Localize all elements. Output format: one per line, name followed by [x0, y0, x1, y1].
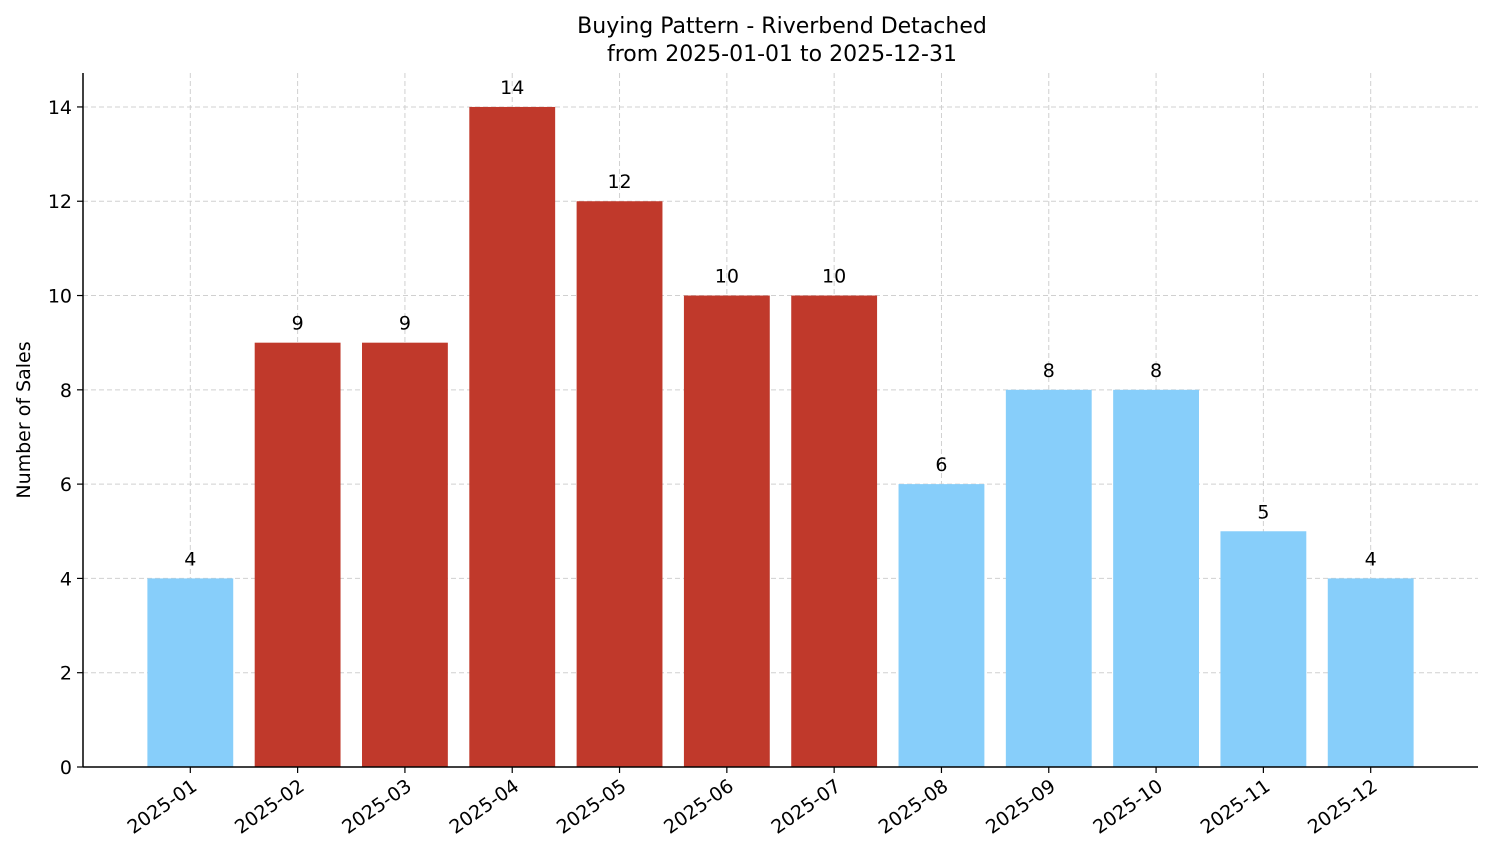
data-label: 5: [1257, 501, 1269, 523]
y-tick-label: 4: [60, 568, 72, 590]
x-tick-label: 2025-11: [1197, 775, 1275, 839]
data-label: 4: [1365, 548, 1377, 570]
data-label: 10: [715, 266, 739, 288]
x-tick-label: 2025-06: [660, 775, 738, 839]
bar: [1005, 389, 1092, 767]
data-label: 10: [822, 266, 846, 288]
bar: [576, 201, 663, 767]
y-tick-label: 2: [60, 663, 72, 685]
x-tick-label: 2025-10: [1089, 775, 1167, 839]
data-label: 9: [399, 313, 411, 335]
y-tick-label: 6: [60, 474, 72, 496]
data-label: 4: [184, 548, 196, 570]
y-axis-label: Number of Sales: [13, 341, 35, 498]
bar: [683, 295, 770, 767]
y-tick-label: 14: [48, 97, 72, 119]
x-tick-label: 2025-08: [875, 775, 953, 839]
x-tick-label: 2025-12: [1304, 775, 1382, 839]
data-label: 8: [1150, 360, 1162, 382]
x-tick-label: 2025-02: [231, 775, 309, 839]
bar: [147, 578, 234, 767]
x-tick-label: 2025-09: [982, 775, 1060, 839]
data-label: 9: [292, 313, 304, 335]
bar: [898, 484, 985, 767]
x-tick-label: 2025-05: [553, 775, 631, 839]
y-tick-label: 12: [48, 191, 72, 213]
data-label: 8: [1043, 360, 1055, 382]
chart-subtitle: from 2025-01-01 to 2025-12-31: [607, 42, 957, 67]
x-tick-label: 2025-03: [338, 775, 416, 839]
bar: [469, 106, 556, 767]
x-tick-label: 2025-07: [767, 775, 845, 839]
x-tick-label: 2025-01: [124, 775, 202, 839]
bar: [254, 342, 341, 767]
x-tick-label: 2025-04: [445, 775, 523, 839]
bar: [362, 342, 448, 767]
y-tick-label: 10: [48, 286, 72, 308]
bar: [1327, 578, 1414, 767]
chart-title: Buying Pattern - Riverbend Detached: [577, 14, 987, 39]
bar: [1220, 531, 1307, 767]
y-tick-label: 0: [60, 757, 72, 779]
bar: [791, 295, 878, 767]
data-label: 12: [607, 171, 631, 193]
bar: [1113, 389, 1199, 767]
y-tick-label: 8: [60, 380, 72, 402]
data-label: 6: [935, 454, 947, 476]
data-label: 14: [500, 77, 524, 99]
